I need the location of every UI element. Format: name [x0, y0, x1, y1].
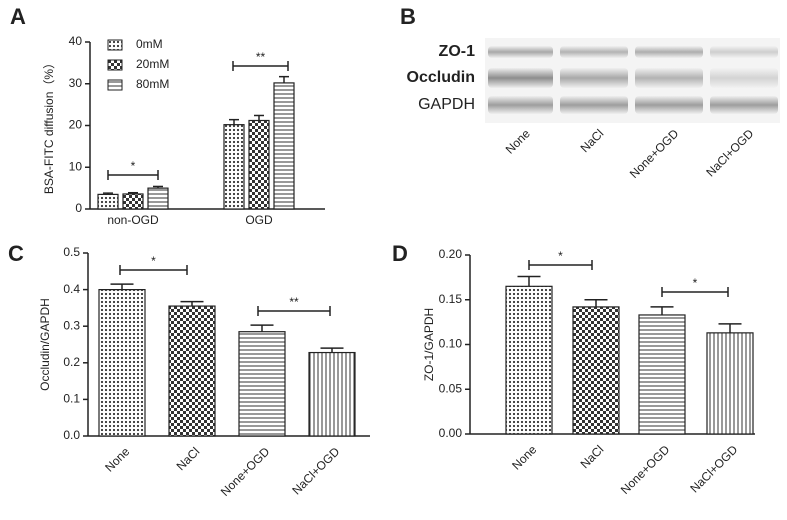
- y-tick-label: 0.0: [63, 428, 80, 442]
- y-tick-label: 20: [69, 118, 83, 132]
- panel-label: A: [10, 4, 26, 29]
- x-tick-label: None+OGD: [618, 442, 673, 497]
- x-tick-label: None+OGD: [218, 444, 273, 499]
- blot-row-label: Occludin: [407, 69, 475, 86]
- blot-band: [635, 68, 703, 88]
- x-tick-label: NaCl+OGD: [687, 442, 740, 495]
- y-tick-label: 0.5: [63, 245, 80, 259]
- x-tick-label: NaCl+OGD: [289, 444, 342, 497]
- y-tick-label: 0.15: [439, 292, 463, 306]
- y-tick-label: 0.3: [63, 318, 80, 332]
- panel-label: C: [8, 241, 24, 266]
- bar: [223, 124, 245, 210]
- blot-band: [488, 96, 553, 114]
- blot-lane-label: NaCl+OGD: [703, 126, 756, 179]
- y-tick-label: 0.2: [63, 355, 80, 369]
- y-tick-label: 0: [75, 201, 82, 215]
- x-tick-label: non-OGD: [107, 213, 159, 227]
- blot-band: [560, 68, 628, 88]
- blot-band: [710, 96, 778, 114]
- blot-lane-label: NaCl: [578, 126, 607, 155]
- legend-swatch: [107, 79, 123, 91]
- x-tick-label: None: [102, 444, 132, 474]
- significance-label: *: [693, 276, 698, 290]
- bar: [97, 193, 119, 210]
- bar: [238, 331, 286, 437]
- x-tick-label: NaCl: [174, 444, 203, 473]
- y-tick-label: 40: [69, 34, 83, 48]
- x-tick-label: None: [509, 442, 539, 472]
- bar: [706, 332, 754, 435]
- blot-band: [488, 46, 553, 58]
- blot-band: [635, 96, 703, 114]
- bar: [248, 119, 270, 210]
- y-tick-label: 0.05: [439, 381, 463, 395]
- bar: [147, 187, 169, 210]
- significance-label: *: [151, 254, 156, 268]
- bar: [273, 82, 295, 210]
- bar: [122, 193, 144, 210]
- blot-lane-label: None: [503, 126, 533, 156]
- blot-band: [635, 46, 703, 58]
- y-tick-label: 0.4: [63, 282, 80, 296]
- legend-swatch: [107, 59, 123, 71]
- bar: [505, 285, 553, 435]
- y-tick-label: 0.1: [63, 392, 80, 406]
- y-tick-label: 0.10: [439, 337, 463, 351]
- blot-band: [710, 46, 778, 58]
- significance-label: **: [289, 295, 299, 309]
- y-tick-label: 0.20: [439, 247, 463, 261]
- blot-band: [488, 68, 553, 88]
- y-axis-title: Occludin/GAPDH: [38, 298, 52, 391]
- significance-label: *: [558, 249, 563, 263]
- blot-row-label: GAPDH: [418, 96, 475, 113]
- bar: [308, 351, 356, 437]
- bar: [638, 314, 686, 435]
- bar: [168, 305, 216, 437]
- legend-label: 20mM: [136, 57, 169, 71]
- legend-swatch: [107, 39, 123, 51]
- x-tick-label: NaCl: [578, 442, 607, 471]
- bar: [98, 289, 146, 437]
- legend-label: 0mM: [136, 37, 163, 51]
- blot-band: [710, 68, 778, 88]
- significance-label: *: [131, 159, 136, 173]
- legend-label: 80mM: [136, 77, 169, 91]
- panel-label: D: [392, 241, 408, 266]
- x-tick-label: OGD: [245, 213, 273, 227]
- blot-row-label: ZO-1: [439, 43, 476, 60]
- y-tick-label: 30: [69, 76, 83, 90]
- bar: [572, 306, 620, 435]
- blot-band: [560, 96, 628, 114]
- y-axis-title: BSA-FITC diffusion（%）: [42, 57, 56, 194]
- significance-label: **: [256, 50, 266, 64]
- y-tick-label: 0.00: [439, 426, 463, 440]
- panel-label: B: [400, 4, 416, 29]
- y-axis-title: ZO-1/GAPDH: [422, 308, 436, 381]
- blot-lane-label: None+OGD: [627, 126, 682, 181]
- blot-band: [560, 46, 628, 58]
- y-tick-label: 10: [69, 159, 83, 173]
